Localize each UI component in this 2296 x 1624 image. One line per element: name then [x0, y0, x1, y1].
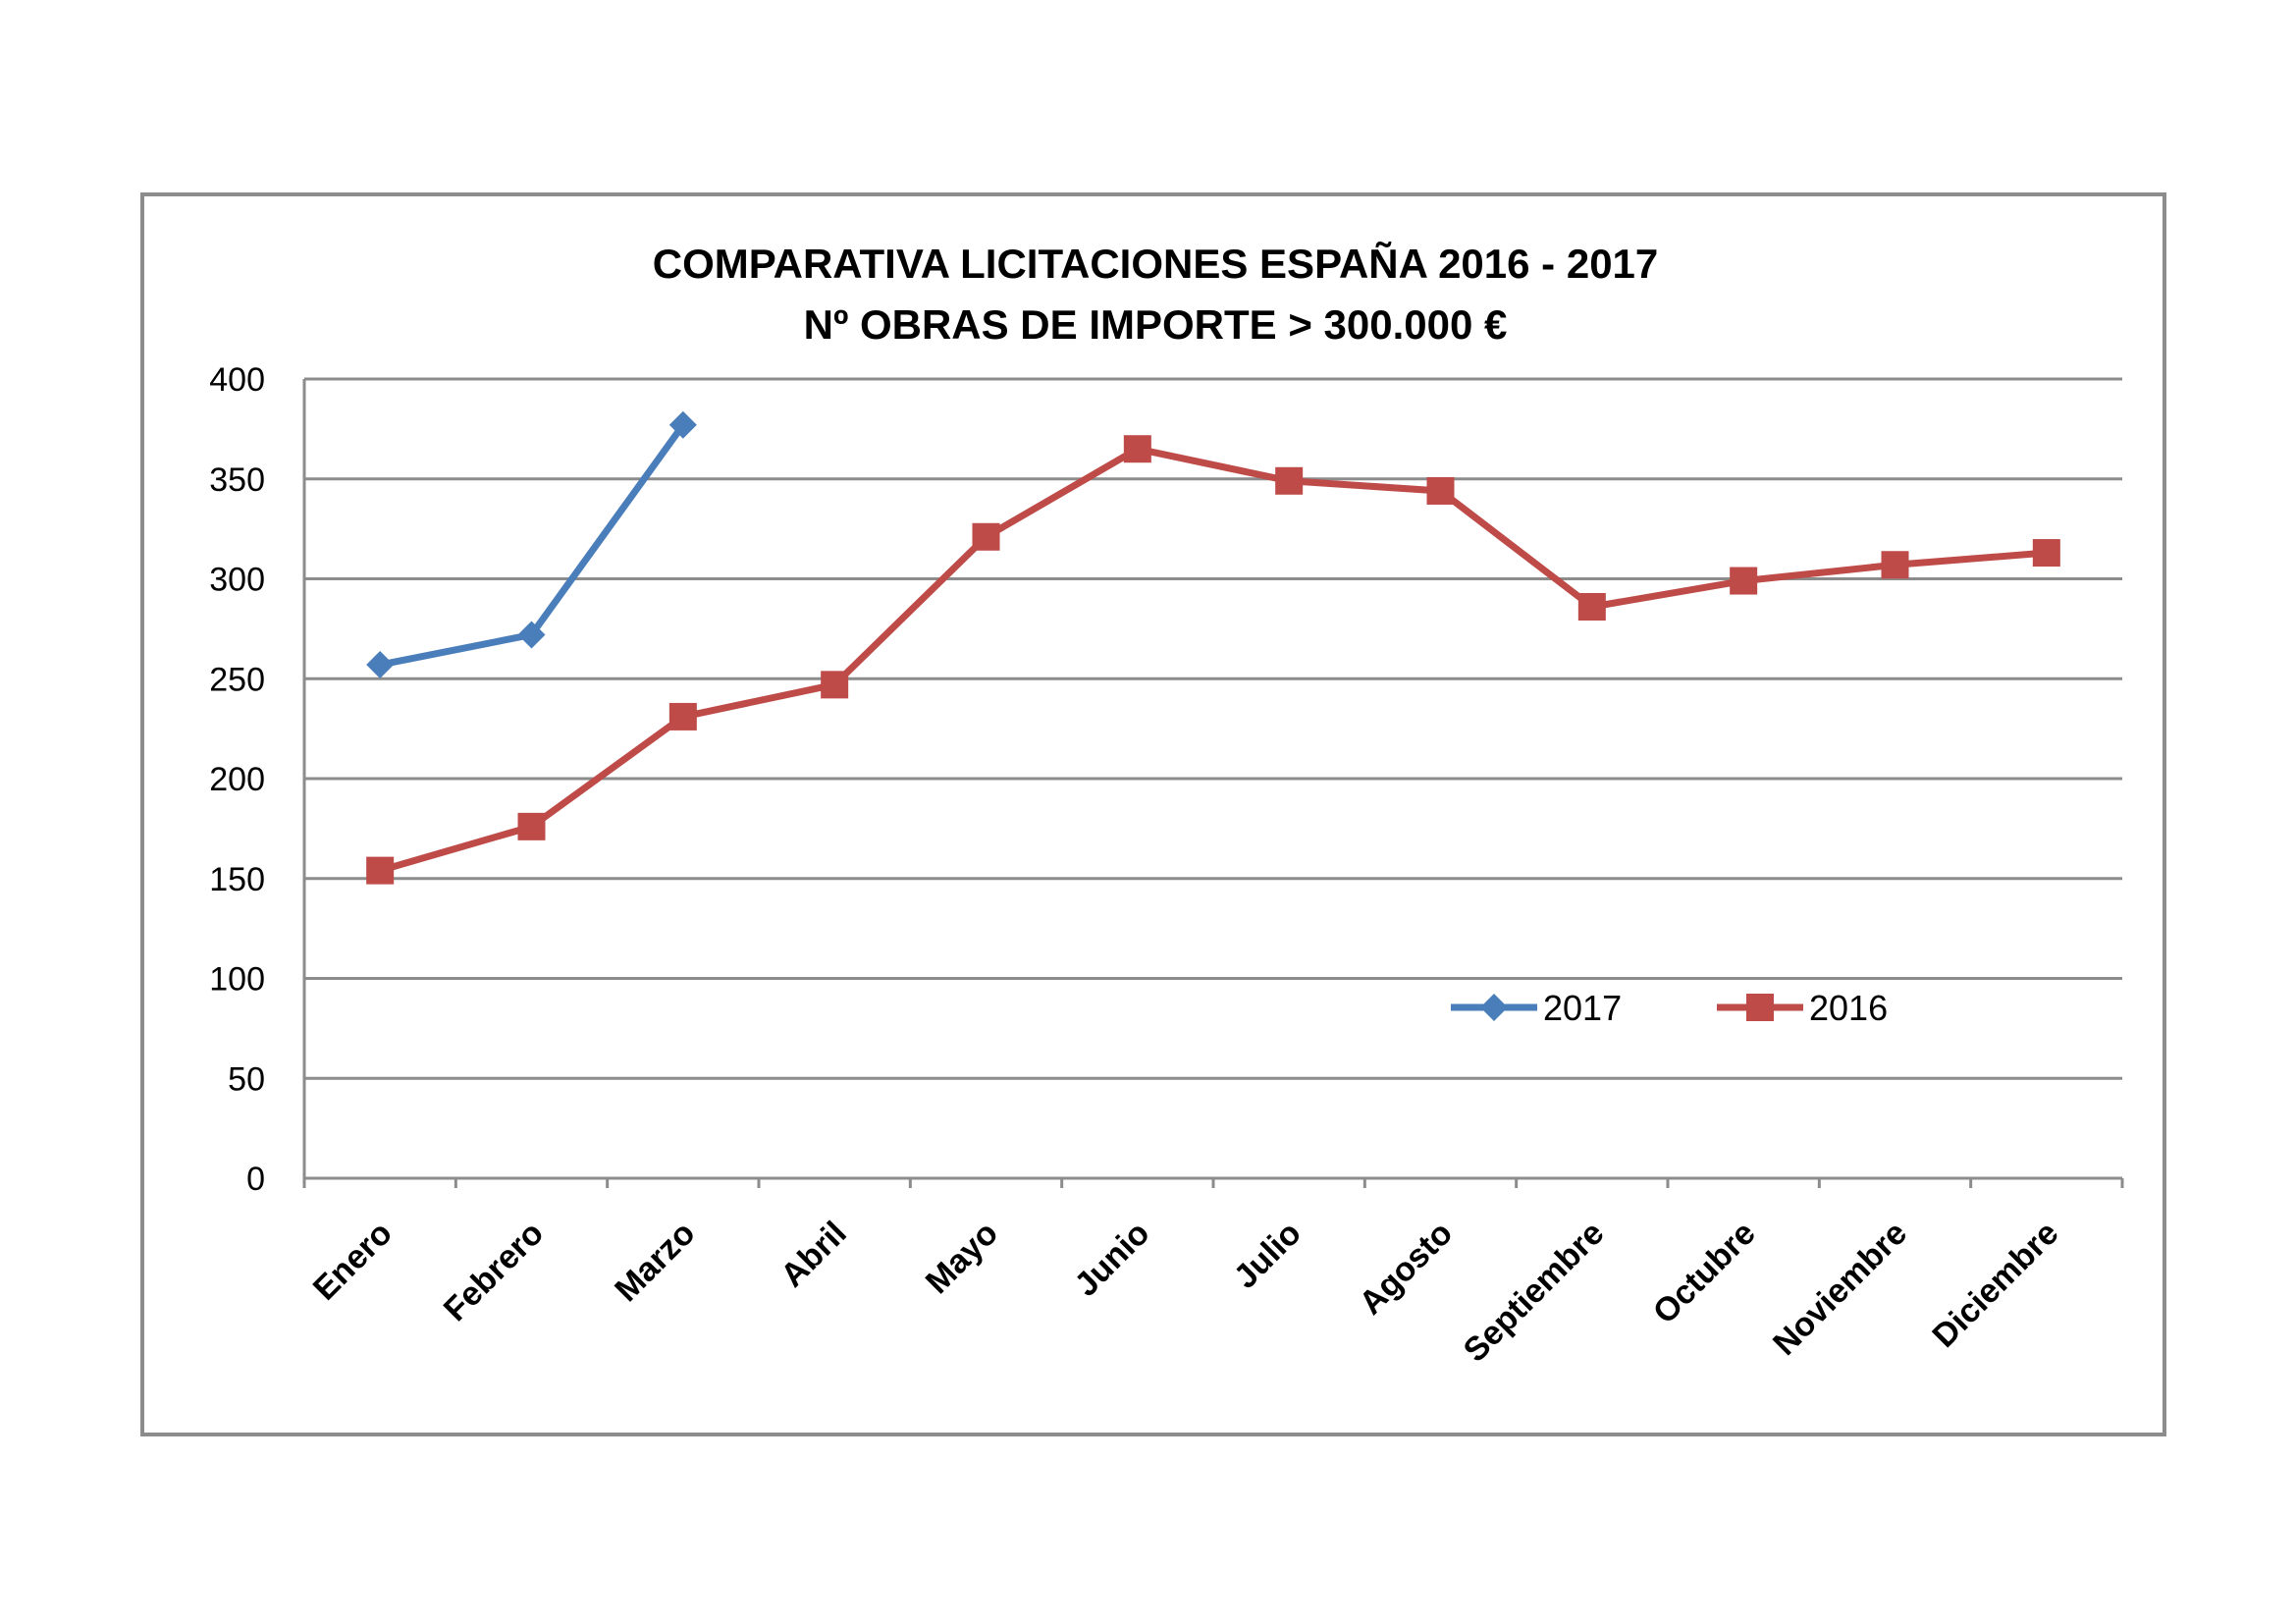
point-2016-agosto — [1426, 476, 1455, 505]
axes — [302, 379, 2124, 1188]
x-tick-label-abril: Abril — [774, 1215, 854, 1295]
legend-marker-2017 — [1480, 994, 1508, 1021]
x-tick-label-julio: Julio — [1227, 1215, 1308, 1296]
y-tick-label-50: 50 — [228, 1060, 265, 1098]
point-2016-marzo — [668, 702, 697, 731]
y-tick-label-400: 400 — [209, 361, 265, 399]
legend-marker-2016 — [1746, 994, 1774, 1021]
legend: 2017 2016 — [1451, 988, 1888, 1028]
point-2017-marzo — [668, 410, 697, 439]
y-tick-label-100: 100 — [209, 961, 265, 999]
point-2016-julio — [1275, 466, 1304, 495]
x-tick-label-enero: Enero — [306, 1215, 400, 1308]
y-tick-label-300: 300 — [209, 562, 265, 599]
x-tick-label-octubre: Octubre — [1646, 1215, 1763, 1331]
legend-label-2017: 2017 — [1543, 988, 1622, 1028]
x-tick-label-agosto: Agosto — [1352, 1215, 1460, 1323]
x-tick-label-marzo: Marzo — [608, 1215, 702, 1309]
point-2017-febrero — [517, 621, 546, 649]
series-line-2016 — [379, 445, 2048, 874]
y-tick-label-250: 250 — [209, 661, 265, 698]
y-tick-label-200: 200 — [209, 761, 265, 798]
gridlines — [304, 377, 2122, 1080]
point-2016-mayo — [972, 522, 1000, 551]
point-2016-enero — [366, 856, 395, 885]
point-2017-enero — [366, 651, 395, 679]
y-tick-label-150: 150 — [209, 861, 265, 898]
x-tick-label-febrero: Febrero — [437, 1215, 551, 1328]
x-tick-labels: Enero Febrero Marzo Abril Mayo Junio Julio Agos… — [306, 1215, 2066, 1370]
y-tick-label-350: 350 — [209, 461, 265, 499]
point-2016-septiembre — [1577, 592, 1606, 621]
series-lines — [366, 410, 2060, 885]
y-tick-labels: 0 50 100 150 200 250 300 350 400 — [209, 361, 265, 1198]
chart-title: COMPARATIVA LICITACIONES ESPAÑA 2016 - 2… — [653, 241, 1659, 287]
line-chart: COMPARATIVA LICITACIONES ESPAÑA 2016 - 2… — [209, 241, 2124, 1370]
point-2016-noviembre — [1881, 551, 1909, 579]
point-2016-febrero — [517, 812, 546, 840]
x-tick-label-junio: Junio — [1068, 1215, 1157, 1304]
legend-label-2016: 2016 — [1809, 988, 1888, 1028]
point-2016-junio — [1123, 435, 1151, 463]
point-2016-octubre — [1730, 567, 1758, 595]
x-tick-label-septiembre: Septiembre — [1457, 1215, 1612, 1370]
x-tick-label-diciembre: Diciembre — [1925, 1215, 2065, 1355]
x-tick-label-mayo: Mayo — [919, 1215, 1005, 1301]
chart-frame: COMPARATIVA LICITACIONES ESPAÑA 2016 - 2… — [140, 192, 2166, 1436]
chart-title-group: COMPARATIVA LICITACIONES ESPAÑA 2016 - 2… — [653, 241, 1659, 348]
x-tick-label-noviembre: Noviembre — [1766, 1215, 1914, 1363]
point-2016-abril — [821, 671, 849, 699]
point-2016-diciembre — [2032, 539, 2060, 568]
chart-subtitle: Nº OBRAS DE IMPORTE > 300.000 € — [804, 301, 1508, 348]
y-tick-label-0: 0 — [246, 1161, 265, 1198]
